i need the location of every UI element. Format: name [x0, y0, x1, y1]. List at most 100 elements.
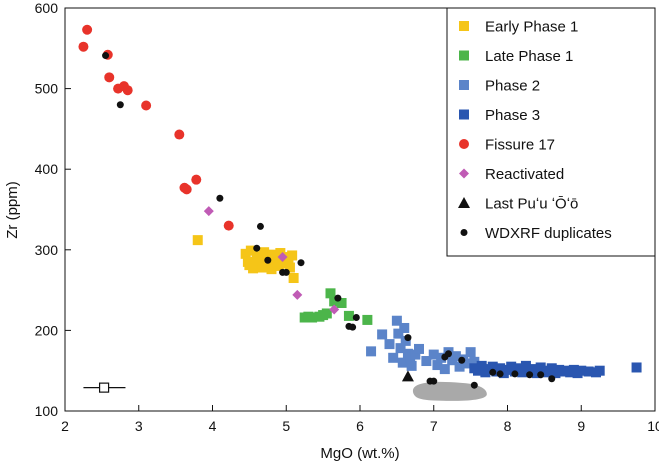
- axis-ticks: 2 3 4 5 6 7 8 9 10 100 200 300 400 500 600: [35, 0, 659, 434]
- legend-label: Last Puʻu ʻŌʻō: [485, 196, 578, 213]
- data-point: [399, 322, 410, 333]
- data-point: [259, 247, 270, 258]
- data-point: [240, 248, 251, 259]
- data-point: [465, 347, 476, 358]
- data-point: [517, 367, 528, 378]
- data-point: [191, 174, 202, 185]
- y-tick-label: 500: [35, 81, 59, 97]
- legend-label: Late Phase 1: [485, 48, 573, 65]
- data-point: [321, 308, 332, 319]
- series-4: [78, 24, 234, 231]
- data-point: [284, 262, 295, 273]
- error-bar-square-marker: [98, 382, 110, 393]
- data-point: [454, 361, 465, 372]
- x-tick-label: 4: [209, 418, 217, 434]
- data-point: [548, 375, 556, 383]
- data-point: [476, 360, 487, 371]
- legend-label: Fissure 17: [485, 137, 555, 154]
- data-point: [255, 255, 266, 266]
- data-point: [343, 310, 354, 321]
- data-point: [192, 235, 203, 246]
- data-point: [406, 360, 417, 371]
- data-point: [393, 328, 404, 339]
- data-point: [245, 245, 256, 256]
- data-point: [469, 356, 480, 367]
- series-1: [299, 288, 373, 325]
- x-tick-label: 5: [282, 418, 290, 434]
- legend-marker: [458, 197, 470, 208]
- data-point: [223, 220, 234, 231]
- data-point: [428, 349, 439, 360]
- data-point: [329, 296, 340, 307]
- data-point: [349, 323, 357, 331]
- x-tick-label: 9: [577, 418, 585, 434]
- data-point: [352, 314, 360, 322]
- data-point: [432, 360, 443, 371]
- x-tick-label: 10: [647, 418, 659, 434]
- data-point: [400, 335, 411, 346]
- legend: Early Phase 1 Late Phase 1 Phase 2 Phase 3 F…: [446, 7, 656, 257]
- y-tick-label: 300: [35, 242, 59, 258]
- data-point: [388, 352, 399, 363]
- data-point: [266, 264, 277, 275]
- data-point: [377, 329, 388, 340]
- series-2: [366, 315, 480, 375]
- data-point: [401, 370, 414, 382]
- x-tick-label: 3: [135, 418, 143, 434]
- data-point: [631, 362, 642, 373]
- data-point: [181, 184, 192, 195]
- series-6: [401, 370, 414, 382]
- data-point: [329, 304, 340, 315]
- data-point: [116, 101, 124, 109]
- chart-decor: [83, 381, 487, 401]
- data-point: [325, 288, 336, 299]
- data-point: [430, 377, 438, 385]
- data-point: [264, 256, 272, 264]
- data-point: [288, 273, 299, 284]
- data-point: [436, 352, 447, 363]
- legend-label: Early Phase 1: [485, 19, 578, 36]
- data-point: [297, 259, 305, 267]
- series-3: [469, 360, 642, 379]
- data-point: [256, 222, 264, 230]
- data-point: [526, 371, 534, 379]
- data-point: [397, 357, 408, 368]
- data-point: [489, 368, 497, 376]
- x-tick-label: 8: [504, 418, 512, 434]
- x-tick-label: 6: [356, 418, 364, 434]
- legend-marker: [460, 229, 468, 236]
- x-tick-label: 7: [430, 418, 438, 434]
- y-tick-label: 200: [35, 322, 59, 338]
- legend-box: [446, 7, 656, 257]
- data-point: [450, 351, 461, 362]
- legend-label: Phase 3: [485, 107, 540, 124]
- data-point: [174, 129, 185, 140]
- y-tick-label: 600: [35, 0, 59, 16]
- data-point: [405, 352, 416, 363]
- legend-marker: [459, 109, 469, 120]
- series-5: [203, 206, 340, 315]
- legend-label: Reactivated: [485, 166, 564, 183]
- data-point: [102, 52, 110, 60]
- data-point: [511, 370, 519, 378]
- legend-label: Phase 2: [485, 78, 540, 95]
- grey-field-region: [412, 381, 487, 401]
- data-point: [273, 260, 284, 271]
- data-point: [307, 312, 318, 323]
- data-point: [583, 366, 594, 377]
- data-point: [470, 381, 478, 389]
- legend-marker: [459, 168, 469, 179]
- data-point: [395, 343, 406, 354]
- data-point: [594, 365, 605, 376]
- series-7: [102, 52, 556, 389]
- data-point: [410, 349, 421, 360]
- data-point: [141, 100, 152, 111]
- data-point: [287, 250, 298, 261]
- legend-label: WDXRF duplicates: [485, 225, 612, 242]
- data-point: [282, 268, 290, 276]
- data-point: [253, 244, 261, 252]
- y-tick-label: 100: [35, 403, 59, 419]
- data-point: [576, 365, 587, 376]
- data-point: [404, 334, 412, 342]
- data-point: [292, 289, 303, 300]
